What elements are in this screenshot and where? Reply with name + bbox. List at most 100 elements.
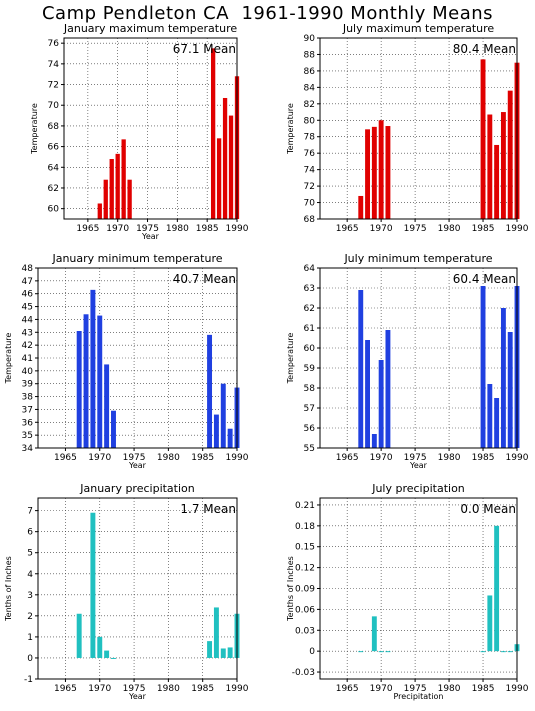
chart-4-bar [365, 340, 370, 448]
chart-3-bar [207, 334, 213, 448]
chart-2-xtick-label: 1970 [370, 224, 393, 234]
chart-3-ytick-label: 47 [22, 277, 33, 287]
chart-4-bar [500, 308, 506, 448]
chart-4-bar [385, 330, 391, 448]
chart-2-xtick-label: 1985 [472, 224, 495, 234]
chart-5-xtick-label: 1970 [88, 684, 111, 694]
chart-3-ytick-label: 37 [22, 405, 33, 415]
chart-5-xtick-label: 1975 [123, 684, 146, 694]
chart-4-ytick-label: 61 [304, 324, 315, 334]
chart-1-title: January maximum temperature [63, 22, 237, 35]
chart-6-bar [371, 616, 377, 652]
chart-1-xtick-label: 1970 [106, 224, 129, 234]
chart-4-xlabel: Year [409, 461, 428, 470]
chart-2-bar [500, 112, 506, 219]
chart-4-ytick-label: 55 [304, 444, 315, 454]
chart-5-ytick-label: 0 [27, 654, 33, 664]
chart-2-bar [487, 114, 493, 219]
chart-6-ytick-label: -0.03 [292, 668, 315, 678]
chart-3-ytick-label: 39 [22, 380, 34, 390]
chart-1-xtick-label: 1990 [226, 224, 249, 234]
chart-2-ytick-label: 76 [304, 149, 316, 159]
chart-3-ytick-label: 35 [22, 431, 33, 441]
chart-3-bar [220, 383, 226, 448]
chart-1-bar [210, 48, 216, 219]
chart-3-xtick-label: 1980 [157, 453, 180, 463]
chart-4-ytick-label: 56 [304, 424, 316, 434]
chart-2-ytick-label: 86 [304, 67, 316, 77]
chart-2-ytick-label: 80 [304, 116, 316, 126]
chart-6-ytick-label: 0.09 [295, 585, 315, 595]
chart-5-ytick-label: 1 [27, 633, 33, 643]
chart-4-bar [358, 290, 364, 448]
chart-2-frame [319, 37, 518, 220]
chart-4-ylabel: Temperature [286, 333, 295, 385]
chart-1-ytick-label: 68 [48, 122, 60, 132]
chart-4-bar [507, 332, 513, 448]
chart-6-bar [500, 651, 506, 653]
chart-5-ylabel: Tenths of Inches [4, 556, 13, 622]
chart-5-ytick-label: 4 [27, 570, 33, 580]
chart-2-xtick-label: 1975 [404, 224, 427, 234]
chart-1-frame [63, 37, 238, 220]
chart-4-ytick-label: 64 [304, 264, 316, 274]
chart-6-xtick-label: 1985 [472, 684, 495, 694]
chart-6-bar [487, 595, 493, 652]
chart-3-bar [90, 289, 96, 448]
chart-4-xtick-label: 1965 [336, 453, 359, 463]
chart-3-ytick-label: 38 [22, 393, 34, 403]
chart-5-ytick-label: -1 [24, 675, 33, 685]
chart-2-mean-label: 80.4 Mean [453, 42, 516, 56]
chart-5-bar [76, 613, 82, 658]
chart-1-bar [121, 139, 126, 219]
chart-5-frame [37, 497, 238, 680]
chart-5-ytick-label: 5 [27, 549, 33, 559]
chart-4-xtick-label: 1985 [472, 453, 495, 463]
chart-5-bar [227, 647, 233, 658]
chart-4-ytick-label: 57 [304, 404, 315, 414]
chart-1-ytick-label: 66 [48, 143, 60, 153]
chart-2-bar [365, 129, 370, 219]
chart-1-ytick-label: 74 [48, 60, 60, 70]
chart-6-ytick-label: 0.18 [295, 522, 315, 532]
chart-4-bar [371, 434, 377, 448]
chart-3-ytick-label: 36 [22, 418, 34, 428]
chart-2-ytick-label: 82 [304, 100, 315, 110]
chart-1-bar [127, 179, 132, 219]
chart-3-group: 34 35 36 37 38 39 40 41 42 43 44 45 46 47 48 1965 1970 19… [4, 252, 249, 470]
chart-4-xtick-label: 1975 [404, 453, 427, 463]
chart-6-title: July precipitation [371, 482, 465, 495]
chart-3-title: January minimum temperature [51, 252, 222, 265]
chart-3-xtick-label: 1975 [123, 453, 146, 463]
chart-4-frame [319, 267, 518, 449]
page-title: Camp Pendleton CA 1961-1990 Monthly Mean… [41, 3, 494, 24]
chart-6-bar [507, 651, 513, 653]
chart-2-ytick-label: 84 [304, 83, 316, 93]
chart-4-xtick-label: 1970 [370, 453, 393, 463]
chart-5-ytick-label: 2 [27, 612, 33, 622]
chart-3-bar [104, 364, 110, 448]
chart-6-mean-label: 0.0 Mean [460, 502, 516, 516]
chart-5-bar [111, 657, 116, 659]
chart-2-bar [494, 144, 500, 219]
chart-6-ytick-label: 0.06 [295, 605, 315, 615]
chart-3-xtick-label: 1965 [54, 453, 77, 463]
chart-4-bar [494, 398, 500, 448]
chart-4-group: 55 56 57 58 59 60 61 62 63 64 1965 1970 1975 1980 1985… [286, 252, 529, 470]
chart-1-ytick-label: 72 [48, 81, 59, 91]
chart-1-mean-label: 67.1 Mean [173, 42, 236, 56]
chart-2-bar [358, 195, 364, 219]
chart-2-title: July maximum temperature [342, 22, 495, 35]
chart-6-bar [494, 525, 500, 652]
chart-5-xtick-label: 1985 [191, 684, 214, 694]
chart-3-ytick-label: 34 [22, 444, 34, 454]
chart-3-bar [76, 331, 82, 448]
chart-4-ytick-label: 63 [304, 284, 315, 294]
chart-6-bar [358, 651, 364, 653]
chart-3-xlabel: Year [128, 461, 147, 470]
chart-1-bar [216, 138, 222, 219]
chart-1-xtick-label: 1975 [136, 224, 159, 234]
chart-5-bar [104, 650, 110, 658]
chart-2-bar [371, 126, 377, 219]
chart-5-bar [90, 512, 96, 658]
